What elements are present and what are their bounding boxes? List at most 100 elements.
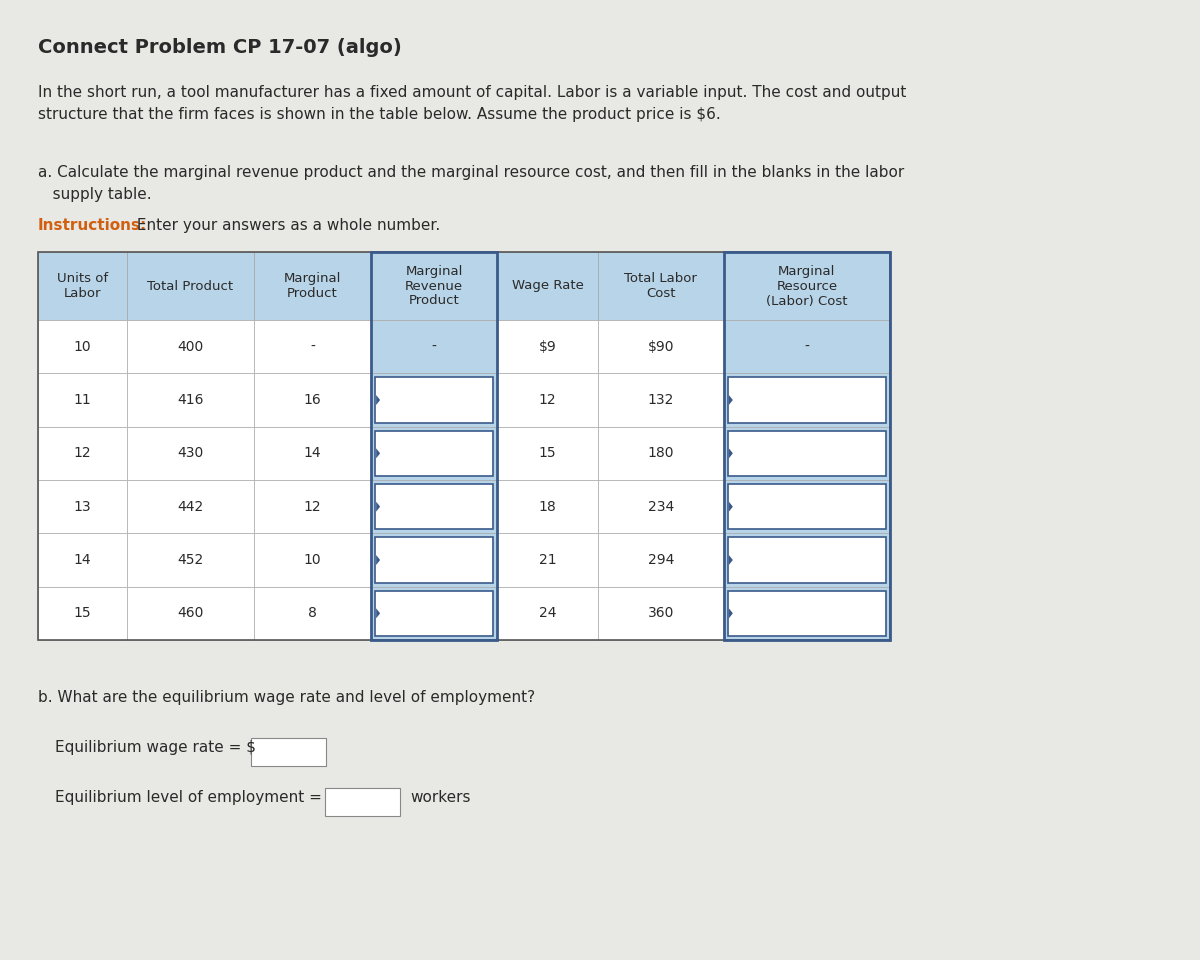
Text: 460: 460 — [178, 607, 204, 620]
Text: 11: 11 — [74, 393, 91, 407]
Text: a. Calculate the marginal revenue product and the marginal resource cost, and th: a. Calculate the marginal revenue produc… — [38, 165, 905, 203]
Bar — [724, 587, 890, 640]
Text: 180: 180 — [648, 446, 674, 461]
Bar — [253, 534, 371, 587]
Bar — [127, 320, 253, 373]
Text: Enter your answers as a whole number.: Enter your answers as a whole number. — [132, 218, 440, 233]
Bar — [376, 538, 493, 583]
Text: -: - — [804, 340, 809, 353]
Text: Marginal
Revenue
Product: Marginal Revenue Product — [406, 265, 463, 307]
Text: 442: 442 — [178, 499, 204, 514]
Text: b. What are the equilibrium wage rate and level of employment?: b. What are the equilibrium wage rate an… — [38, 690, 535, 705]
Text: 14: 14 — [74, 553, 91, 567]
Bar — [371, 480, 497, 534]
Text: -: - — [310, 340, 314, 353]
Bar — [38, 480, 127, 534]
Polygon shape — [728, 448, 733, 458]
Bar — [598, 320, 724, 373]
Bar — [38, 534, 127, 587]
Text: 18: 18 — [539, 499, 557, 514]
Text: 12: 12 — [304, 499, 322, 514]
Text: Units of
Labor: Units of Labor — [58, 272, 108, 300]
Bar — [127, 252, 253, 320]
Bar — [371, 373, 497, 426]
Text: 15: 15 — [539, 446, 557, 461]
Text: 14: 14 — [304, 446, 322, 461]
Text: 360: 360 — [648, 607, 674, 620]
Text: 12: 12 — [74, 446, 91, 461]
Bar — [253, 252, 371, 320]
Text: 234: 234 — [648, 499, 674, 514]
Bar — [728, 431, 886, 476]
Text: 8: 8 — [308, 607, 317, 620]
Text: Total Labor
Cost: Total Labor Cost — [624, 272, 697, 300]
Polygon shape — [728, 609, 733, 618]
Text: Connect Problem CP 17-07 (algo): Connect Problem CP 17-07 (algo) — [38, 38, 402, 57]
Text: 430: 430 — [178, 446, 204, 461]
Text: 24: 24 — [539, 607, 557, 620]
Bar — [598, 426, 724, 480]
Text: Instructions:: Instructions: — [38, 218, 148, 233]
Bar — [127, 534, 253, 587]
Bar — [598, 587, 724, 640]
Bar — [497, 373, 598, 426]
Bar — [598, 480, 724, 534]
Text: 13: 13 — [74, 499, 91, 514]
Bar — [598, 252, 724, 320]
Bar — [376, 484, 493, 529]
Bar — [253, 373, 371, 426]
Bar — [376, 590, 493, 636]
Polygon shape — [376, 448, 380, 458]
Bar — [724, 373, 890, 426]
Text: 16: 16 — [304, 393, 322, 407]
Bar — [127, 587, 253, 640]
Bar — [724, 534, 890, 587]
Bar — [325, 788, 400, 816]
Bar — [38, 373, 127, 426]
Bar — [251, 738, 326, 766]
Polygon shape — [728, 395, 733, 405]
Text: 21: 21 — [539, 553, 557, 567]
Text: Marginal
Product: Marginal Product — [283, 272, 341, 300]
Bar — [724, 320, 890, 373]
Bar — [724, 480, 890, 534]
Bar — [724, 426, 890, 480]
Text: 452: 452 — [178, 553, 204, 567]
Bar — [376, 431, 493, 476]
Bar — [253, 320, 371, 373]
Text: 132: 132 — [648, 393, 674, 407]
Text: $9: $9 — [539, 340, 557, 353]
Bar — [497, 587, 598, 640]
Bar — [371, 534, 497, 587]
Polygon shape — [728, 555, 733, 565]
Bar — [728, 377, 886, 422]
Bar — [253, 587, 371, 640]
Text: workers: workers — [410, 790, 470, 805]
Bar — [371, 587, 497, 640]
Bar — [724, 252, 890, 640]
Bar — [38, 252, 890, 640]
Text: 400: 400 — [178, 340, 204, 353]
Text: Wage Rate: Wage Rate — [511, 279, 583, 293]
Bar — [371, 252, 497, 640]
Bar — [127, 426, 253, 480]
Bar — [127, 373, 253, 426]
Bar — [127, 480, 253, 534]
Bar — [376, 377, 493, 422]
Text: Equilibrium level of employment =: Equilibrium level of employment = — [55, 790, 322, 805]
Bar — [598, 373, 724, 426]
Bar — [728, 590, 886, 636]
Text: Equilibrium wage rate = $: Equilibrium wage rate = $ — [55, 740, 256, 755]
Polygon shape — [376, 395, 380, 405]
Bar — [728, 484, 886, 529]
Text: Total Product: Total Product — [148, 279, 234, 293]
Text: 10: 10 — [304, 553, 322, 567]
Polygon shape — [376, 502, 380, 512]
Text: 10: 10 — [74, 340, 91, 353]
Bar — [497, 426, 598, 480]
Bar — [38, 252, 127, 320]
Polygon shape — [376, 555, 380, 565]
Text: In the short run, a tool manufacturer has a fixed amount of capital. Labor is a : In the short run, a tool manufacturer ha… — [38, 85, 906, 122]
Bar — [598, 534, 724, 587]
Bar — [371, 426, 497, 480]
